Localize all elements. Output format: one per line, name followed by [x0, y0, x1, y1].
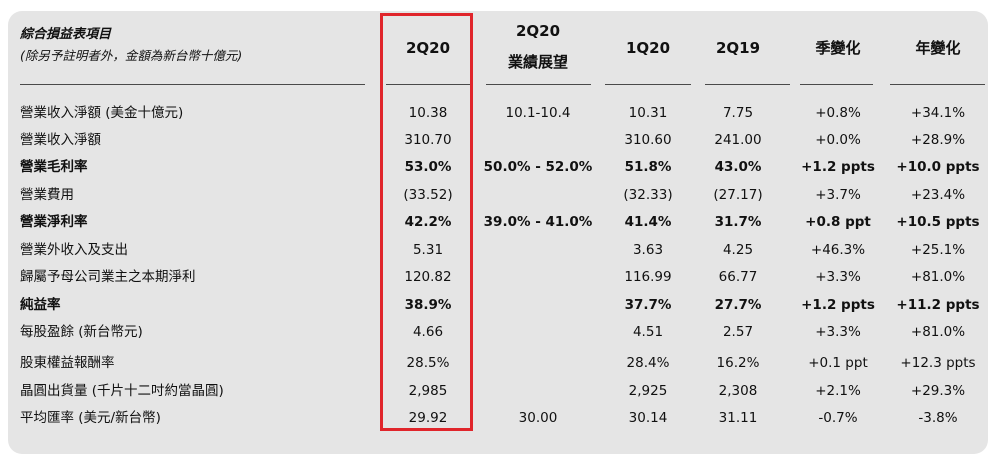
row-label: 歸屬予母公司業主之本期淨利	[20, 269, 196, 285]
table-cell: +29.3%	[910, 383, 966, 399]
table-cell: (32.33)	[623, 187, 673, 203]
column-header-1: 2Q20	[405, 39, 451, 57]
table-cell: +28.9%	[910, 132, 966, 148]
column-header-6: 年變化	[915, 39, 961, 57]
table-cell: +3.3%	[815, 324, 861, 340]
column-header-3: 1Q20	[625, 39, 671, 57]
table-cell: 31.11	[718, 410, 758, 426]
row-label: 營業收入淨額	[20, 132, 101, 148]
table-cell: 2,925	[628, 383, 668, 399]
table-cell: +0.1 ppt	[808, 355, 868, 371]
table-cell: 28.4%	[626, 355, 670, 371]
column-header-5: 季變化	[815, 39, 861, 57]
table-cell: +12.3 ppts	[900, 355, 976, 371]
table-cell: 10.1-10.4	[505, 105, 571, 121]
table-cell: +0.8 ppt	[805, 214, 871, 230]
header-rule	[386, 84, 470, 85]
table-cell: 120.82	[404, 269, 452, 285]
row-label: 營業費用	[20, 187, 74, 203]
table-cell: +1.2 ppts	[801, 297, 875, 313]
table-cell: 3.63	[632, 242, 664, 258]
table-cell: 310.70	[404, 132, 452, 148]
table-cell: 37.7%	[624, 297, 672, 313]
table-cell: 53.0%	[404, 159, 452, 175]
table-cell: 4.51	[632, 324, 664, 340]
table-cell: -3.8%	[918, 410, 958, 426]
row-label: 營業毛利率	[20, 159, 88, 175]
column-header-4: 2Q19	[715, 39, 761, 57]
table-cell: +23.4%	[910, 187, 966, 203]
header-rule	[800, 84, 873, 85]
table-cell: +81.0%	[910, 269, 966, 285]
table-cell: 38.9%	[404, 297, 452, 313]
table-cell: +11.2 ppts	[896, 297, 980, 313]
header-rule	[20, 84, 365, 85]
table-cell: 31.7%	[714, 214, 762, 230]
table-cell: 7.75	[722, 105, 754, 121]
table-cell: 41.4%	[624, 214, 672, 230]
table-cell: +2.1%	[815, 383, 861, 399]
table-cell: +34.1%	[910, 105, 966, 121]
table-cell: +3.7%	[815, 187, 861, 203]
table-cell: 5.31	[412, 242, 444, 258]
table-cell: 10.31	[628, 105, 668, 121]
table-title: 綜合損益表項目	[20, 27, 112, 42]
row-label: 純益率	[20, 297, 61, 313]
row-label: 營業外收入及支出	[20, 242, 128, 258]
table-cell: 39.0% - 41.0%	[483, 214, 593, 230]
table-cell: 116.99	[624, 269, 672, 285]
table-cell: +25.1%	[910, 242, 966, 258]
table-cell: 51.8%	[624, 159, 672, 175]
table-cell: +0.8%	[815, 105, 861, 121]
table-cell: 2.57	[722, 324, 754, 340]
table-cell: 43.0%	[714, 159, 762, 175]
highlight-box-2q20	[380, 13, 473, 431]
table-cell: 241.00	[714, 132, 762, 148]
table-cell: (33.52)	[403, 187, 453, 203]
table-subtitle: (除另予註明者外，金額為新台幣十億元)	[20, 48, 243, 63]
header-rule	[705, 84, 790, 85]
table-cell: 30.14	[628, 410, 668, 426]
table-cell: +81.0%	[910, 324, 966, 340]
column-header-2: 2Q20	[515, 22, 561, 40]
row-label: 營業淨利率	[20, 214, 88, 230]
table-cell: +1.2 ppts	[801, 159, 875, 175]
table-cell: 310.60	[624, 132, 672, 148]
table-cell: 66.77	[718, 269, 758, 285]
header-rule	[486, 84, 591, 85]
table-cell: +3.3%	[815, 269, 861, 285]
table-cell: -0.7%	[818, 410, 858, 426]
row-label: 營業收入淨額 (美金十億元)	[20, 105, 184, 121]
table-cell: (27.17)	[713, 187, 763, 203]
table-cell: 2,985	[408, 383, 448, 399]
row-label: 晶圓出貨量 (千片十二吋約當晶圓)	[20, 383, 224, 399]
row-label: 平均匯率 (美元/新台幣)	[20, 410, 161, 426]
row-label: 每股盈餘 (新台幣元)	[20, 324, 143, 340]
table-cell: 27.7%	[714, 297, 762, 313]
table-cell: +0.0%	[815, 132, 861, 148]
table-cell: 16.2%	[716, 355, 760, 371]
header-rule	[890, 84, 985, 85]
header-rule	[605, 84, 691, 85]
table-cell: 10.38	[408, 105, 448, 121]
table-cell: 42.2%	[404, 214, 452, 230]
table-cell: 4.66	[412, 324, 444, 340]
table-cell: 30.00	[518, 410, 558, 426]
table-cell: +10.0 ppts	[896, 159, 980, 175]
table-cell: 29.92	[408, 410, 448, 426]
table-cell: 4.25	[722, 242, 754, 258]
table-cell: 2,308	[718, 383, 758, 399]
table-cell: +46.3%	[810, 242, 866, 258]
row-label: 股東權益報酬率	[20, 355, 115, 371]
column-header-2-subtitle: 業績展望	[507, 53, 568, 71]
table-cell: 28.5%	[406, 355, 450, 371]
table-cell: +10.5 ppts	[896, 214, 980, 230]
table-cell: 50.0% - 52.0%	[483, 159, 593, 175]
